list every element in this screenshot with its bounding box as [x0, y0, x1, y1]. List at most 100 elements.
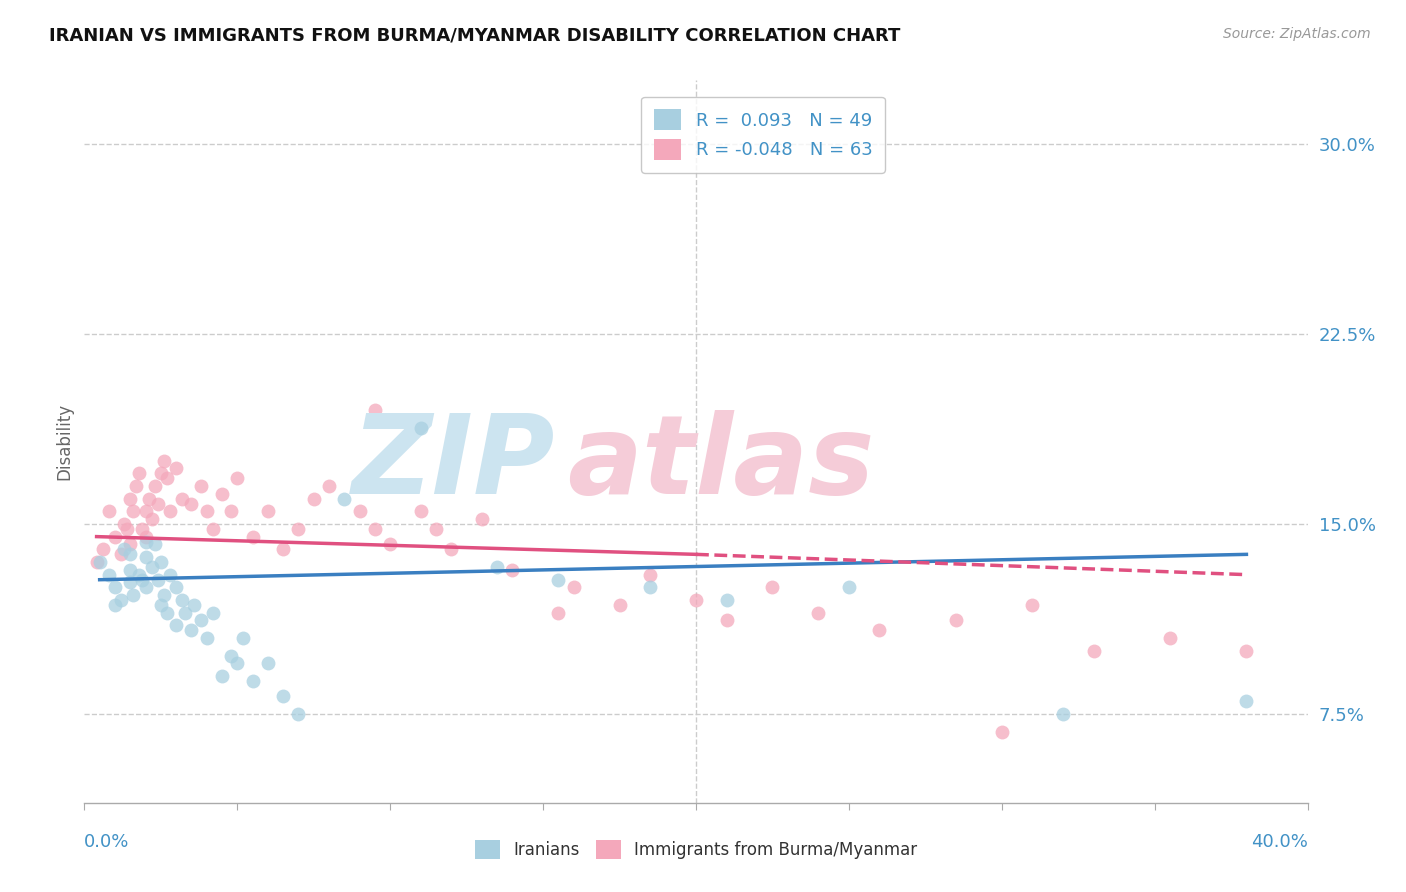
Point — [195, 504, 218, 518]
Point — [165, 580, 187, 594]
Point — [128, 467, 150, 481]
Point — [471, 512, 494, 526]
Point — [440, 542, 463, 557]
Point — [180, 497, 202, 511]
Point — [143, 479, 166, 493]
Point — [242, 674, 264, 689]
Point — [211, 669, 233, 683]
Point — [201, 522, 224, 536]
Point — [609, 598, 631, 612]
Point — [135, 549, 157, 564]
Point — [110, 593, 132, 607]
Point — [1083, 643, 1105, 657]
Point — [547, 573, 569, 587]
Point — [122, 588, 145, 602]
Point — [761, 580, 783, 594]
Point — [115, 522, 138, 536]
Point — [135, 504, 157, 518]
Point — [945, 613, 967, 627]
Text: ZIP: ZIP — [352, 409, 555, 516]
Point — [349, 504, 371, 518]
Point — [716, 593, 738, 607]
Point — [232, 631, 254, 645]
Point — [409, 420, 432, 434]
Point — [146, 573, 169, 587]
Text: atlas: atlas — [568, 409, 875, 516]
Point — [190, 479, 212, 493]
Point — [1021, 598, 1043, 612]
Point — [226, 657, 249, 671]
Point — [120, 563, 142, 577]
Point — [807, 606, 830, 620]
Point — [153, 453, 176, 467]
Point — [685, 593, 707, 607]
Point — [135, 530, 157, 544]
Point — [302, 491, 325, 506]
Point — [112, 542, 135, 557]
Point — [120, 575, 142, 590]
Point — [502, 563, 524, 577]
Point — [333, 491, 356, 506]
Point — [165, 618, 187, 632]
Point — [159, 567, 181, 582]
Point — [120, 491, 142, 506]
Point — [91, 542, 114, 557]
Point — [104, 580, 127, 594]
Point — [131, 522, 153, 536]
Point — [242, 530, 264, 544]
Point — [131, 573, 153, 587]
Point — [318, 479, 340, 493]
Point — [201, 606, 224, 620]
Point — [271, 542, 294, 557]
Point — [104, 530, 127, 544]
Point — [97, 504, 120, 518]
Point — [141, 560, 163, 574]
Point — [149, 598, 172, 612]
Point — [531, 420, 554, 434]
Point — [110, 547, 132, 561]
Point — [1236, 643, 1258, 657]
Point — [716, 613, 738, 627]
Point — [156, 606, 179, 620]
Point — [89, 555, 111, 569]
Point — [219, 648, 242, 663]
Point — [104, 598, 127, 612]
Point — [364, 522, 387, 536]
Point — [547, 606, 569, 620]
Point — [287, 522, 309, 536]
Point — [183, 598, 205, 612]
Point — [409, 504, 432, 518]
Point — [257, 657, 280, 671]
Point — [869, 624, 891, 638]
Point — [991, 724, 1014, 739]
Point — [120, 537, 142, 551]
Point — [172, 491, 194, 506]
Point — [149, 467, 172, 481]
Point — [156, 471, 179, 485]
Point — [1236, 694, 1258, 708]
Point — [219, 504, 242, 518]
Point — [195, 631, 218, 645]
Point — [122, 504, 145, 518]
Point — [287, 707, 309, 722]
Point — [486, 560, 509, 574]
Point — [180, 624, 202, 638]
Point — [143, 537, 166, 551]
Point — [128, 567, 150, 582]
Point — [112, 516, 135, 531]
Point — [135, 580, 157, 594]
Point — [211, 486, 233, 500]
Point — [226, 471, 249, 485]
Point — [138, 491, 160, 506]
Point — [1159, 631, 1181, 645]
Text: 40.0%: 40.0% — [1251, 833, 1308, 851]
Point — [425, 522, 447, 536]
Point — [125, 479, 148, 493]
Point — [165, 461, 187, 475]
Point — [1052, 707, 1074, 722]
Point — [141, 512, 163, 526]
Point — [838, 580, 860, 594]
Point — [271, 690, 294, 704]
Point — [174, 606, 197, 620]
Point — [159, 504, 181, 518]
